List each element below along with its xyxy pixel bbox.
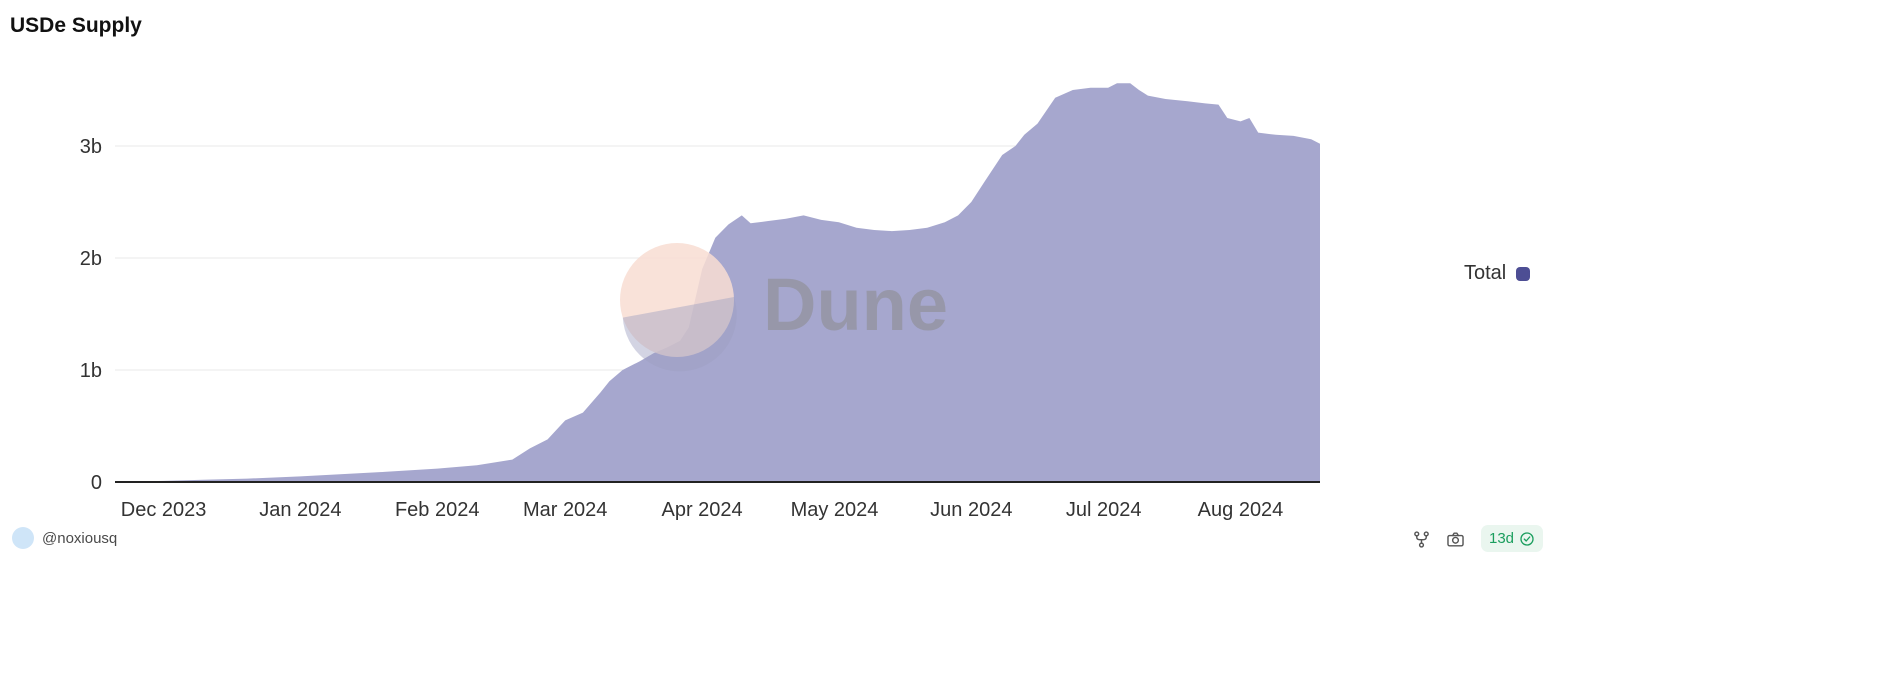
y-axis-tick-label: 3b <box>80 136 102 158</box>
x-axis-tick-label: Jun 2024 <box>930 499 1012 521</box>
camera-icon <box>1446 531 1464 547</box>
page-title: USDe Supply <box>10 14 142 37</box>
fork-icon <box>1413 530 1429 548</box>
y-axis-tick-label: 0 <box>91 472 102 494</box>
author-handle[interactable]: @noxiousq <box>42 530 118 547</box>
dune-watermark-circle <box>620 243 734 357</box>
avatar[interactable] <box>12 527 34 549</box>
x-axis-tick-label: Mar 2024 <box>523 499 608 521</box>
screenshot-button[interactable] <box>1444 528 1466 550</box>
legend-label-total: Total <box>1464 262 1507 284</box>
x-axis-tick-label: Aug 2024 <box>1198 499 1284 521</box>
legend[interactable]: Total <box>1464 262 1531 285</box>
x-axis-tick-label: Dec 2023 <box>121 499 207 521</box>
x-axis-tick-label: May 2024 <box>791 499 879 521</box>
y-axis-tick-label: 2b <box>80 248 102 270</box>
supply-area-chart: 0 1b 2b 3b Dec 2023 Jan 2024 Feb 2024 Mar 2024 A… <box>80 83 1320 521</box>
data-age-text: 13d <box>1489 530 1515 547</box>
check-icon <box>1520 531 1534 546</box>
dune-watermark-text: Dune <box>763 263 948 346</box>
legend-swatch-total <box>1516 266 1531 281</box>
x-axis-tick-label: Jul 2024 <box>1066 499 1142 521</box>
data-age-badge[interactable]: 13d <box>1481 525 1544 552</box>
x-axis-tick-label: Apr 2024 <box>662 499 743 521</box>
fork-button[interactable] <box>1410 528 1432 550</box>
dune-watermark-wedge <box>622 297 737 372</box>
footer: @noxiousq 13d <box>0 524 1884 554</box>
x-axis-tick-label: Feb 2024 <box>395 499 480 521</box>
y-axis-tick-label: 1b <box>80 360 102 382</box>
x-axis-tick-label: Jan 2024 <box>259 499 341 521</box>
